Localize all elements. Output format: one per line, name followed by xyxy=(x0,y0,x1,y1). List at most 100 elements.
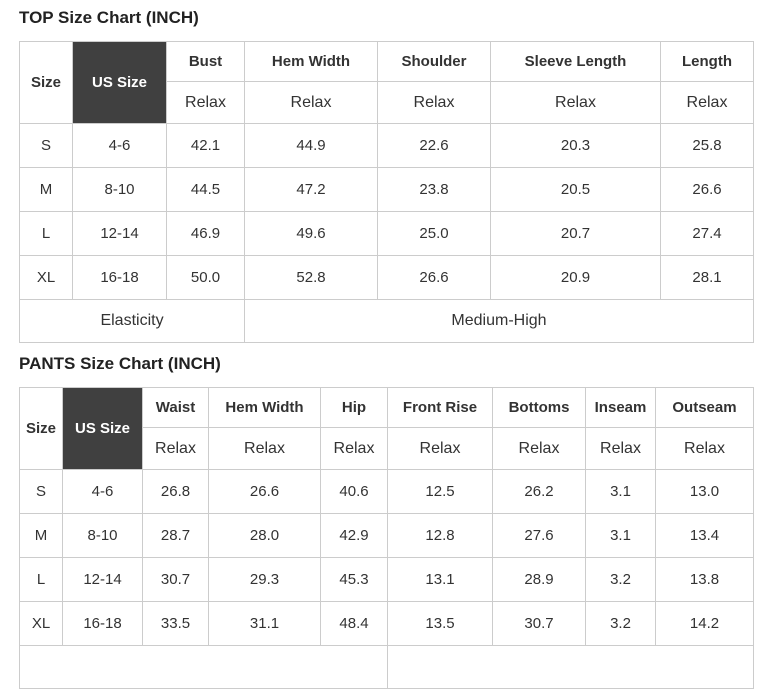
pants-header-outseam: Outseam xyxy=(655,387,754,428)
front-rise-value: 12.8 xyxy=(387,513,493,558)
hem-width-value: 26.6 xyxy=(208,469,321,514)
pants-fit-cell: Relax xyxy=(208,427,321,470)
top-header-us-size: US Size xyxy=(72,41,167,124)
pants-header-inseam: Inseam xyxy=(585,387,656,428)
top-fit-row: Relax Relax Relax Relax Relax xyxy=(20,81,754,124)
top-elasticity-row: Elasticity Medium-High xyxy=(19,299,754,343)
pants-size-chart-title: PANTS Size Chart (INCH) xyxy=(19,354,221,373)
inseam-value: 3.2 xyxy=(585,557,656,602)
bust-value: 44.5 xyxy=(166,167,245,212)
elasticity-label: Elasticity xyxy=(19,299,245,343)
outseam-value: 13.0 xyxy=(655,469,754,514)
top-header-sleeve-length: Sleeve Length xyxy=(490,41,661,82)
top-row-xl: XL 16-18 50.0 52.8 26.6 20.9 28.1 xyxy=(19,255,754,300)
elasticity-value-clipped xyxy=(387,645,754,689)
pants-fit-cell: Relax xyxy=(585,427,656,470)
pants-fit-cell: Relax xyxy=(655,427,754,470)
pants-fit-cell: Relax xyxy=(387,427,493,470)
inseam-value: 3.1 xyxy=(585,513,656,558)
hem-width-value: 29.3 xyxy=(208,557,321,602)
inseam-value: 3.1 xyxy=(585,469,656,514)
hem-width-value: 47.2 xyxy=(244,167,378,212)
top-size-chart-title: TOP Size Chart (INCH) xyxy=(19,8,199,27)
bust-value: 50.0 xyxy=(166,255,245,300)
us-size-value: 12-14 xyxy=(72,211,167,256)
outseam-value: 13.4 xyxy=(655,513,754,558)
front-rise-value: 13.1 xyxy=(387,557,493,602)
top-fit-cell: Relax xyxy=(244,81,378,124)
length-value: 28.1 xyxy=(660,255,754,300)
hem-width-value: 28.0 xyxy=(208,513,321,558)
pants-header-waist: Waist xyxy=(142,387,209,428)
pants-header-row: Size US Size Waist Hem Width Hip Front R… xyxy=(19,387,754,470)
top-header-size: Size xyxy=(19,41,73,124)
hip-value: 45.3 xyxy=(320,557,388,602)
pants-header-hem-width: Hem Width xyxy=(208,387,321,428)
pants-fit-cell: Relax xyxy=(492,427,586,470)
size-label: M xyxy=(19,513,63,558)
us-size-value: 8-10 xyxy=(62,513,143,558)
pants-row-xl: XL 16-18 33.5 31.1 48.4 13.5 30.7 3.2 14… xyxy=(19,601,754,646)
waist-value: 30.7 xyxy=(142,557,209,602)
sleeve-length-value: 20.9 xyxy=(490,255,661,300)
length-value: 25.8 xyxy=(660,123,754,168)
top-header-length: Length xyxy=(660,41,754,82)
outseam-value: 13.8 xyxy=(655,557,754,602)
us-size-value: 4-6 xyxy=(62,469,143,514)
length-value: 26.6 xyxy=(660,167,754,212)
size-label: XL xyxy=(19,601,63,646)
pants-fit-cell: Relax xyxy=(142,427,209,470)
size-label: L xyxy=(19,557,63,602)
inseam-value: 3.2 xyxy=(585,601,656,646)
us-size-value: 16-18 xyxy=(62,601,143,646)
waist-value: 28.7 xyxy=(142,513,209,558)
pants-row-l: L 12-14 30.7 29.3 45.3 13.1 28.9 3.2 13.… xyxy=(19,557,754,602)
waist-value: 26.8 xyxy=(142,469,209,514)
pants-size-chart-table: Size US Size Waist Hem Width Hip Front R… xyxy=(19,387,754,689)
top-fit-cell: Relax xyxy=(490,81,661,124)
pants-header-front-rise: Front Rise xyxy=(387,387,493,428)
shoulder-value: 25.0 xyxy=(377,211,491,256)
bottoms-value: 26.2 xyxy=(492,469,586,514)
pants-fit-row: Relax Relax Relax Relax Relax Relax Rela… xyxy=(20,427,754,470)
shoulder-value: 22.6 xyxy=(377,123,491,168)
sleeve-length-value: 20.5 xyxy=(490,167,661,212)
elasticity-value: Medium-High xyxy=(244,299,754,343)
shoulder-value: 26.6 xyxy=(377,255,491,300)
outseam-value: 14.2 xyxy=(655,601,754,646)
sleeve-length-value: 20.7 xyxy=(490,211,661,256)
hem-width-value: 44.9 xyxy=(244,123,378,168)
top-row-m: M 8-10 44.5 47.2 23.8 20.5 26.6 xyxy=(19,167,754,212)
us-size-value: 4-6 xyxy=(72,123,167,168)
top-fit-cell: Relax xyxy=(377,81,491,124)
pants-fit-cell: Relax xyxy=(320,427,388,470)
bust-value: 46.9 xyxy=(166,211,245,256)
top-fit-cell: Relax xyxy=(660,81,754,124)
waist-value: 33.5 xyxy=(142,601,209,646)
pants-header-bottoms: Bottoms xyxy=(492,387,586,428)
front-rise-value: 13.5 xyxy=(387,601,493,646)
bottoms-value: 30.7 xyxy=(492,601,586,646)
size-label: S xyxy=(19,469,63,514)
bottoms-value: 28.9 xyxy=(492,557,586,602)
size-label: M xyxy=(19,167,73,212)
pants-row-m: M 8-10 28.7 28.0 42.9 12.8 27.6 3.1 13.4 xyxy=(19,513,754,558)
shoulder-value: 23.8 xyxy=(377,167,491,212)
top-row-s: S 4-6 42.1 44.9 22.6 20.3 25.8 xyxy=(19,123,754,168)
size-label: L xyxy=(19,211,73,256)
bottoms-value: 27.6 xyxy=(492,513,586,558)
front-rise-value: 12.5 xyxy=(387,469,493,514)
top-size-chart-table: Size US Size Bust Hem Width Shoulder Sle… xyxy=(19,41,754,343)
top-header-hem-width: Hem Width xyxy=(244,41,378,82)
us-size-value: 16-18 xyxy=(72,255,167,300)
us-size-value: 12-14 xyxy=(62,557,143,602)
size-label: S xyxy=(19,123,73,168)
elasticity-label-clipped xyxy=(19,645,388,689)
pants-header-size: Size xyxy=(19,387,63,470)
top-header-shoulder: Shoulder xyxy=(377,41,491,82)
pants-header-hip: Hip xyxy=(320,387,388,428)
length-value: 27.4 xyxy=(660,211,754,256)
hem-width-value: 49.6 xyxy=(244,211,378,256)
hem-width-value: 31.1 xyxy=(208,601,321,646)
bust-value: 42.1 xyxy=(166,123,245,168)
